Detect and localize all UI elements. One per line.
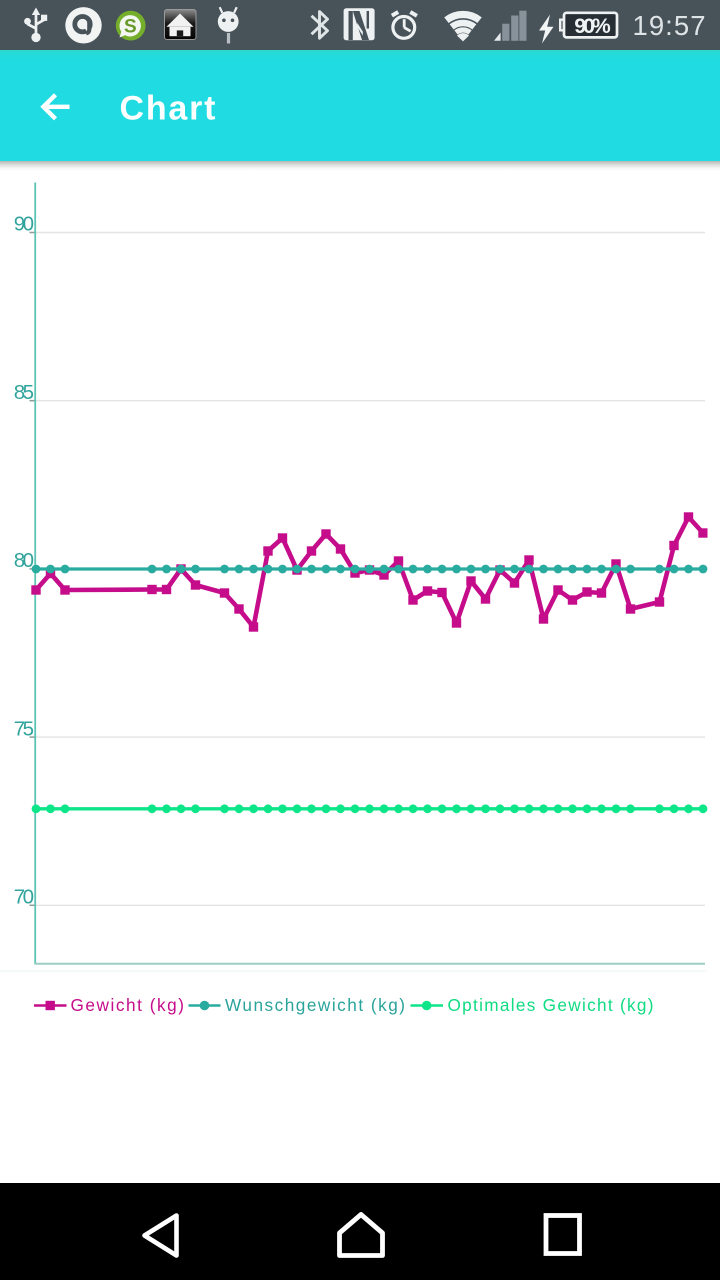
svg-text:70: 70 xyxy=(14,886,34,909)
svg-text:90: 90 xyxy=(14,213,34,236)
svg-text:Gewicht (kg): Gewicht (kg) xyxy=(71,995,185,1015)
svg-text:S: S xyxy=(124,17,137,38)
svg-text:75: 75 xyxy=(14,717,34,740)
svg-text:80: 80 xyxy=(14,549,34,572)
svg-text:90%: 90% xyxy=(574,14,611,38)
svg-text:85: 85 xyxy=(14,381,34,404)
svg-text:Chart: Chart xyxy=(120,89,216,127)
svg-text:Wunschgewicht (kg): Wunschgewicht (kg) xyxy=(225,995,405,1015)
svg-text:19:57: 19:57 xyxy=(633,10,706,41)
svg-text:Optimales Gewicht (kg): Optimales Gewicht (kg) xyxy=(448,995,654,1015)
